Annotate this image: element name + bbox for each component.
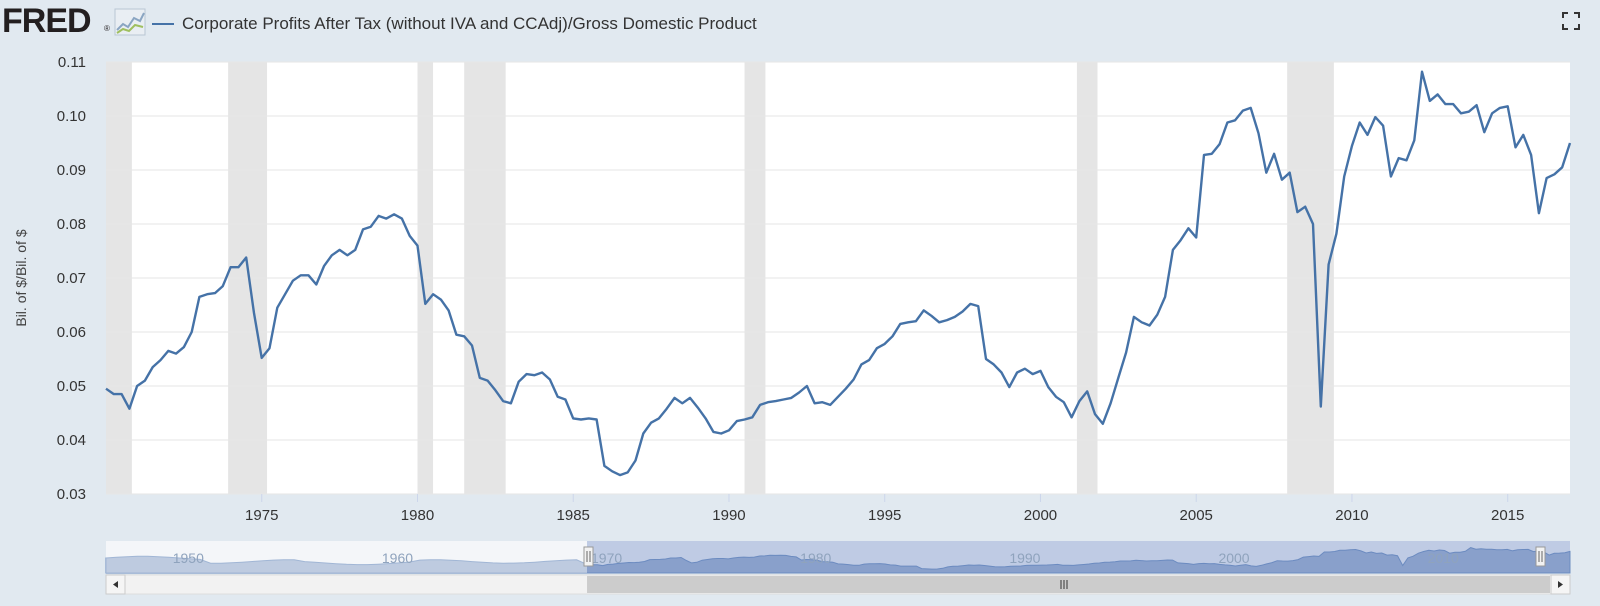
gridlines [106,61,1570,495]
fred-logo[interactable]: FRED [2,2,92,40]
x-tick-label: 1980 [401,507,434,524]
y-tick-label: 0.06 [57,324,86,341]
navigator-area [105,547,1571,574]
legend: Corporate Profits After Tax (without IVA… [152,12,757,36]
grip-icon [1060,580,1068,589]
x-tick-label: 2000 [1024,507,1057,524]
y-tick-label: 0.03 [57,486,86,503]
navigator-ticks: 1950 1960 1970 1980 1990 2000 2010 [173,550,1459,566]
arrow-right-icon [1558,581,1563,588]
navigator-tick-label: 1950 [173,550,204,566]
navigator-tick-label: 2000 [1218,550,1249,566]
x-tick-label: 2015 [1491,507,1524,524]
x-tick-label: 1985 [557,507,590,524]
x-axis-ticks: 1975 1980 1985 1990 1995 2000 2005 2010 2015 [245,494,1524,524]
series-line [105,70,1572,477]
x-tick-label: 2010 [1335,507,1368,524]
navigator-tick-label: 2010 [1428,550,1459,566]
x-tick-label: 1995 [868,507,901,524]
navigator-tick-label: 1970 [591,550,622,566]
y-tick-label: 0.11 [58,54,86,71]
navigator-selected-range[interactable] [587,541,1570,573]
y-tick-label: 0.07 [57,270,86,287]
fullscreen-icon[interactable] [1562,12,1580,30]
navigator-tick-label: 1960 [382,550,413,566]
y-tick-label: 0.05 [57,378,86,395]
line-chart-icon [114,8,146,36]
scrollbar[interactable] [105,574,1571,595]
scrollbar-thumb[interactable] [587,576,1550,593]
y-axis-ticks: 0.03 0.04 0.05 0.06 0.07 0.08 0.09 0.10 0.11 [57,54,86,503]
navigator-tick-label: 1980 [800,550,831,566]
registered-mark: ® [104,24,110,33]
navigator[interactable]: 1950 1960 1970 1980 1990 2000 2010 [105,541,1571,574]
y-tick-label: 0.04 [57,432,86,449]
navigator-handle-right[interactable] [1535,546,1546,567]
y-tick-label: 0.08 [57,216,86,233]
y-tick-label: 0.10 [57,108,86,125]
scroll-right-button[interactable] [1550,574,1571,595]
x-tick-label: 2005 [1180,507,1213,524]
chart-header: FRED ® Corporate Profits After Tax (with… [0,0,1600,48]
x-tick-label: 1975 [245,507,278,524]
navigator-tick-label: 1990 [1009,550,1040,566]
y-tick-label: 0.09 [57,162,86,179]
navigator-handle-left[interactable] [583,546,594,567]
scroll-left-button[interactable] [105,574,126,595]
legend-label: Corporate Profits After Tax (without IVA… [182,14,757,33]
y-axis-label: Bil. of $/Bil. of $ [13,229,29,326]
legend-swatch [152,23,174,25]
navigator-unselected-mask [106,541,588,573]
arrow-left-icon [113,581,118,588]
x-tick-label: 1990 [712,507,745,524]
